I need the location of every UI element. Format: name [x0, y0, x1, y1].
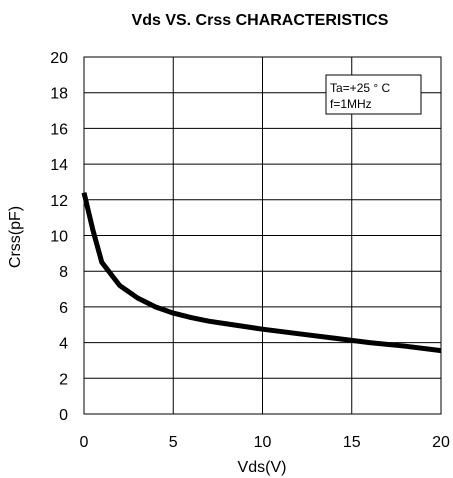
x-axis-label: Vds(V)	[238, 459, 287, 476]
y-axis-label: Crss(pF)	[7, 206, 24, 268]
y-tick-label: 16	[50, 121, 68, 138]
x-tick-label: 10	[254, 434, 272, 451]
annotation-box: Ta=+25 ° C f=1MHz	[325, 74, 422, 115]
y-tick-label: 14	[50, 157, 68, 174]
y-tick-label: 20	[50, 50, 68, 67]
grid	[84, 57, 441, 414]
y-tick-label: 2	[59, 371, 68, 388]
y-tick-label: 6	[59, 300, 68, 317]
chart-title: Vds VS. Crss CHARACTERISTICS	[132, 12, 389, 29]
y-tick-labels: 0 2 4 6 8 10 12 14 16 18 20	[50, 50, 68, 424]
x-tick-label: 15	[343, 434, 361, 451]
y-tick-label: 10	[50, 229, 68, 246]
annotation-frame	[325, 74, 422, 115]
x-tick-labels: 0 5 10 15 20	[80, 434, 450, 451]
y-tick-label: 8	[59, 264, 68, 281]
series-group	[81, 192, 442, 354]
x-tick-label: 20	[432, 434, 450, 451]
series-line	[81, 192, 442, 354]
y-tick-label: 18	[50, 86, 68, 103]
x-tick-label: 0	[80, 434, 89, 451]
y-tick-label: 0	[59, 407, 68, 424]
plot-frame	[83, 56, 442, 415]
y-tick-label: 4	[59, 336, 68, 353]
annotation-temperature: Ta=+25 ° C	[330, 81, 391, 95]
x-tick-label: 5	[169, 434, 178, 451]
annotation-frequency: f=1MHz	[330, 97, 372, 111]
y-tick-label: 12	[50, 193, 68, 210]
